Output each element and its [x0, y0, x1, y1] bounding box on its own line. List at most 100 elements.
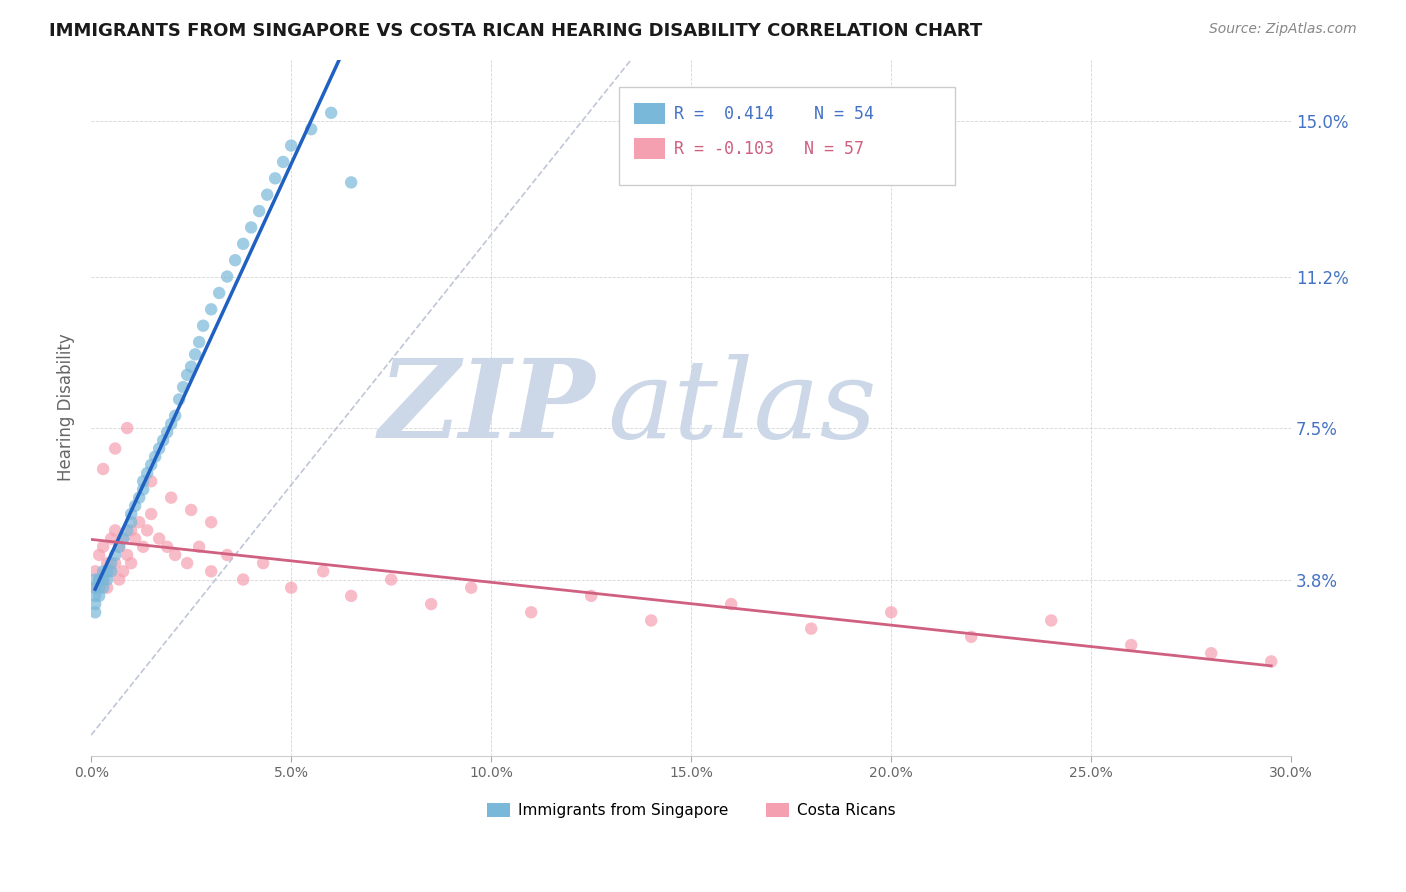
Text: R = -0.103   N = 57: R = -0.103 N = 57	[675, 140, 865, 158]
Point	[89, 573, 111, 587]
Point	[100, 556, 122, 570]
Point	[247, 204, 270, 219]
Point	[1121, 638, 1143, 652]
Point	[188, 540, 211, 554]
Point	[271, 155, 294, 169]
Point	[104, 524, 127, 538]
Point	[84, 565, 107, 579]
Point	[112, 532, 135, 546]
Legend: Immigrants from Singapore, Costa Ricans: Immigrants from Singapore, Costa Ricans	[481, 797, 901, 824]
Point	[91, 462, 114, 476]
Text: R =  0.414    N = 54: R = 0.414 N = 54	[675, 105, 875, 123]
Point	[880, 605, 903, 619]
Text: Source: ZipAtlas.com: Source: ZipAtlas.com	[1209, 22, 1357, 37]
Point	[1199, 646, 1222, 660]
Point	[108, 540, 131, 554]
Point	[232, 573, 254, 587]
Point	[156, 540, 179, 554]
Point	[120, 556, 142, 570]
Point	[89, 581, 111, 595]
Point	[84, 581, 107, 595]
Point	[252, 556, 274, 570]
Text: IMMIGRANTS FROM SINGAPORE VS COSTA RICAN HEARING DISABILITY CORRELATION CHART: IMMIGRANTS FROM SINGAPORE VS COSTA RICAN…	[49, 22, 983, 40]
Point	[720, 597, 742, 611]
Point	[89, 573, 111, 587]
Point	[120, 507, 142, 521]
Point	[104, 442, 127, 456]
Point	[264, 171, 287, 186]
Point	[1260, 654, 1282, 668]
Point	[96, 581, 118, 595]
Point	[89, 589, 111, 603]
Point	[100, 565, 122, 579]
Point	[579, 589, 602, 603]
Point	[128, 515, 150, 529]
Point	[280, 581, 302, 595]
Point	[180, 503, 202, 517]
Point	[84, 581, 107, 595]
Point	[420, 597, 443, 611]
Point	[200, 515, 222, 529]
Point	[167, 392, 190, 407]
Point	[640, 614, 662, 628]
Point	[84, 589, 107, 603]
Point	[165, 409, 187, 423]
Point	[132, 540, 155, 554]
Point	[321, 105, 343, 120]
Point	[132, 483, 155, 497]
Point	[141, 458, 163, 472]
Point	[141, 475, 163, 489]
Point	[160, 417, 183, 431]
Point	[520, 605, 543, 619]
Point	[460, 581, 482, 595]
Point	[152, 434, 174, 448]
Point	[91, 573, 114, 587]
Point	[191, 318, 214, 333]
Point	[112, 565, 135, 579]
Point	[240, 220, 263, 235]
Point	[380, 573, 402, 587]
Point	[143, 450, 166, 464]
Point	[115, 548, 138, 562]
Point	[100, 532, 122, 546]
Point	[280, 138, 302, 153]
Point	[104, 548, 127, 562]
Point	[115, 524, 138, 538]
Text: ZIP: ZIP	[378, 354, 595, 461]
Y-axis label: Hearing Disability: Hearing Disability	[58, 334, 75, 482]
FancyBboxPatch shape	[619, 87, 955, 185]
Point	[91, 573, 114, 587]
Point	[124, 532, 146, 546]
Point	[172, 380, 194, 394]
Point	[224, 253, 246, 268]
Point	[91, 540, 114, 554]
Point	[89, 548, 111, 562]
Point	[120, 524, 142, 538]
Point	[156, 425, 179, 439]
FancyBboxPatch shape	[634, 103, 665, 124]
Point	[1040, 614, 1063, 628]
Point	[800, 622, 823, 636]
Point	[208, 285, 231, 300]
Point	[200, 565, 222, 579]
Point	[312, 565, 335, 579]
Point	[176, 368, 198, 382]
Point	[340, 176, 363, 190]
Point	[188, 334, 211, 349]
Point	[176, 556, 198, 570]
Point	[91, 565, 114, 579]
Point	[299, 122, 322, 136]
Point	[256, 187, 278, 202]
Point	[217, 269, 239, 284]
Point	[128, 491, 150, 505]
Point	[96, 573, 118, 587]
Point	[84, 573, 107, 587]
Point	[104, 556, 127, 570]
Point	[148, 442, 170, 456]
Point	[165, 548, 187, 562]
Point	[148, 532, 170, 546]
Point	[340, 589, 363, 603]
Point	[84, 597, 107, 611]
Point	[108, 540, 131, 554]
Point	[132, 475, 155, 489]
